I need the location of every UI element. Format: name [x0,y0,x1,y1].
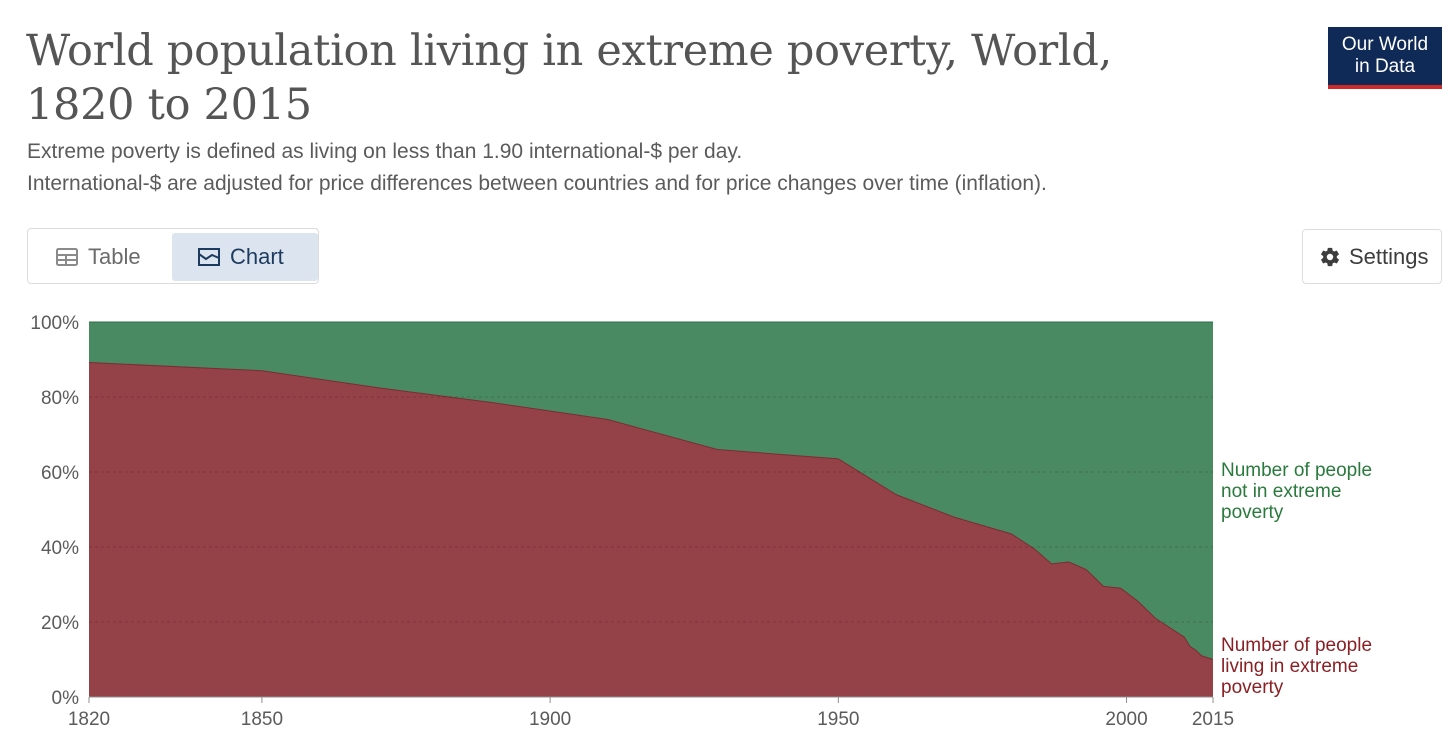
y-tick-label: 40% [41,538,79,559]
legend-poor-line2: living in extreme [1221,656,1359,677]
x-tick-label: 2015 [1192,709,1234,730]
settings-button[interactable]: Settings [1302,229,1442,284]
tab-chart-label: Chart [230,244,284,269]
y-tick-label: 20% [41,613,79,634]
legend-poor[interactable]: Number of people living in extreme pover… [1221,635,1372,698]
tab-table-label: Table [88,244,141,269]
legend-not-poor-line2: not in extreme [1221,481,1342,502]
legend-poor-line3: poverty [1221,677,1284,698]
x-tick-label: 1900 [529,709,571,730]
view-tabs: Table Chart [27,228,319,284]
y-tick-label: 60% [41,463,79,484]
settings-label: Settings [1349,243,1429,269]
y-tick-label: 0% [52,688,80,709]
legend-not-poor-line1: Number of people [1221,460,1373,481]
owid-logo[interactable]: Our World in Data [1328,27,1442,89]
chart-subtitle-line1: Extreme poverty is defined as living on … [27,140,743,163]
chart-subtitle-line2: International-$ are adjusted for price d… [27,172,1047,195]
legend-not-poor[interactable]: Number of people not in extreme poverty [1221,460,1372,523]
y-tick-label: 100% [30,313,79,334]
poverty-boundary-line [88,362,1214,660]
legend-poor-line1: Number of people [1221,635,1373,656]
area-in-poverty [89,362,1213,697]
logo-line1: Our World [1341,34,1429,55]
tab-table[interactable]: Table [32,233,172,281]
x-tick-label: 1950 [817,709,859,730]
chart-title: World population living in extreme pover… [26,26,1112,130]
y-tick-label: 80% [41,388,79,409]
tab-chart[interactable]: Chart [172,233,318,281]
x-tick-label: 1820 [68,709,110,730]
chart-icon [198,248,220,266]
table-icon [56,248,78,266]
logo-line2: in Data [1354,56,1416,77]
x-tick-label: 1850 [241,709,283,730]
x-tick-label: 2000 [1105,709,1147,730]
gear-icon [1321,247,1339,266]
legend-not-poor-line3: poverty [1221,502,1284,523]
area-not-in-poverty [89,322,1213,660]
